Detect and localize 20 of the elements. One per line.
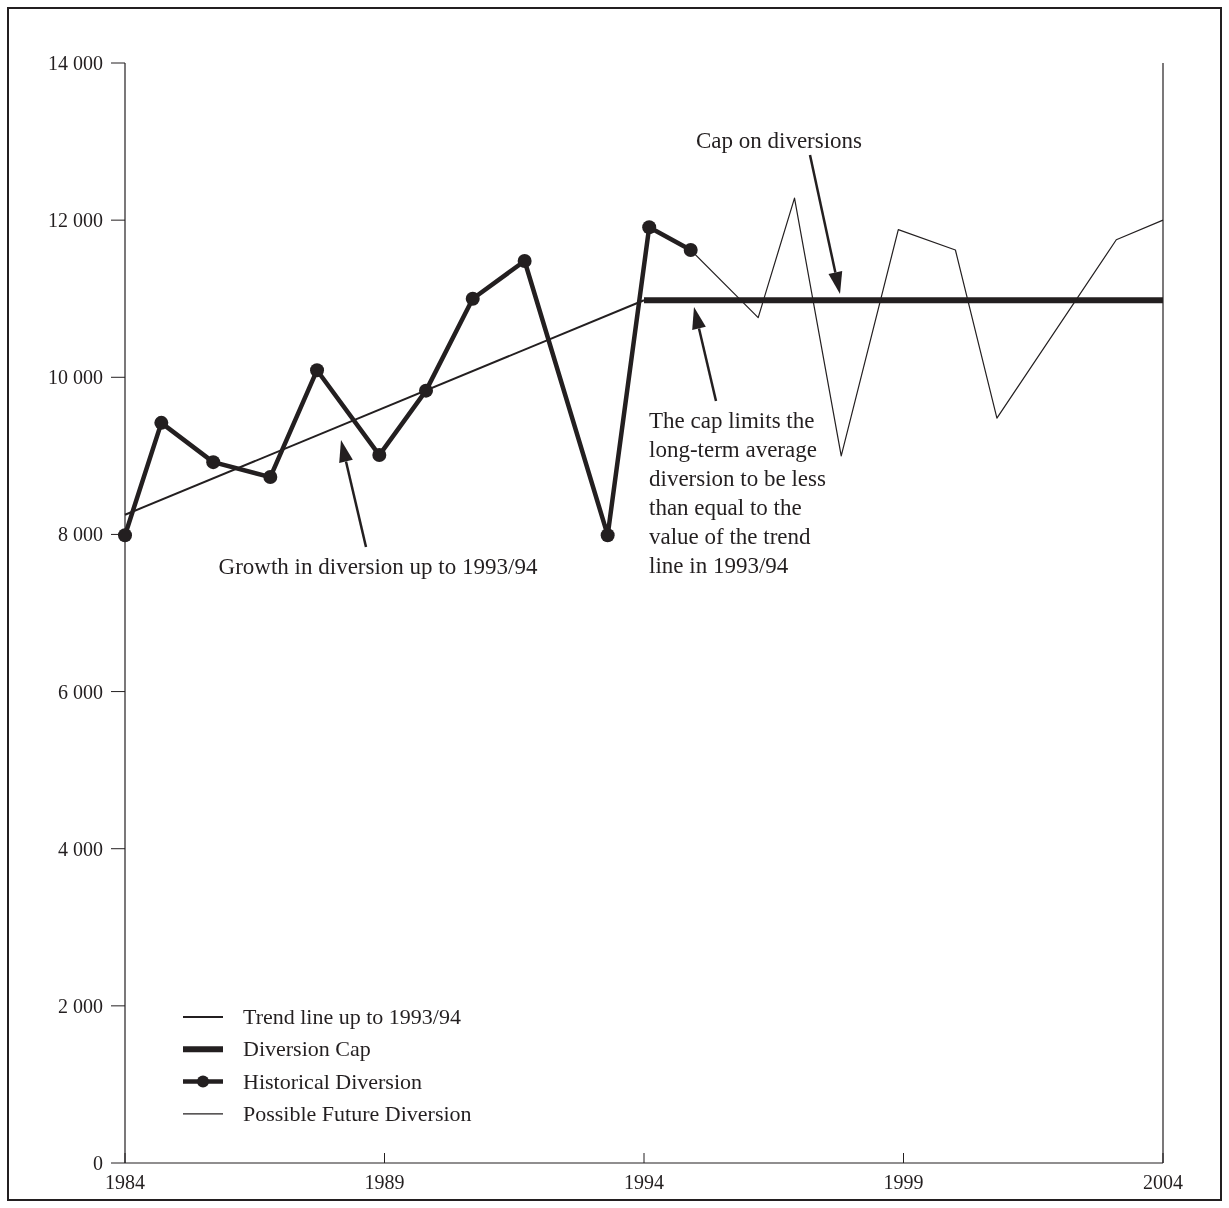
legend-label: Diversion Cap: [243, 1036, 371, 1062]
annotation: Cap on diversions: [695, 128, 863, 153]
y-tick-label: 8 000: [58, 523, 103, 546]
x-tick-label: 2004: [1143, 1171, 1183, 1193]
annotation: The cap limits the long-term average diversion to be less than equal to the value of the trend line in 1993/94: [649, 408, 826, 578]
x-tick-label: 1989: [364, 1171, 405, 1193]
y-tick-label: 14 000: [48, 52, 103, 74]
x-tick-label: 1999: [883, 1171, 924, 1193]
x-tick-label: 1994: [624, 1171, 664, 1193]
legend-label: Trend line up to 1993/94: [243, 1004, 461, 1029]
y-tick-label: 2 000: [58, 994, 103, 1017]
y-tick-label: 4 000: [58, 837, 103, 860]
y-tick-label: 12 000: [48, 209, 103, 232]
y-tick-label: 10 000: [48, 366, 103, 389]
legend-label: Possible Future Diversion: [243, 1100, 472, 1126]
y-tick-label: 0: [93, 1152, 103, 1174]
annotation: Growth in diversion up to 1993/94: [218, 554, 538, 579]
legend-label: Historical Diversion: [243, 1068, 423, 1094]
y-tick-label: 6 000: [58, 680, 103, 703]
x-tick-label: 1984: [105, 1171, 145, 1193]
